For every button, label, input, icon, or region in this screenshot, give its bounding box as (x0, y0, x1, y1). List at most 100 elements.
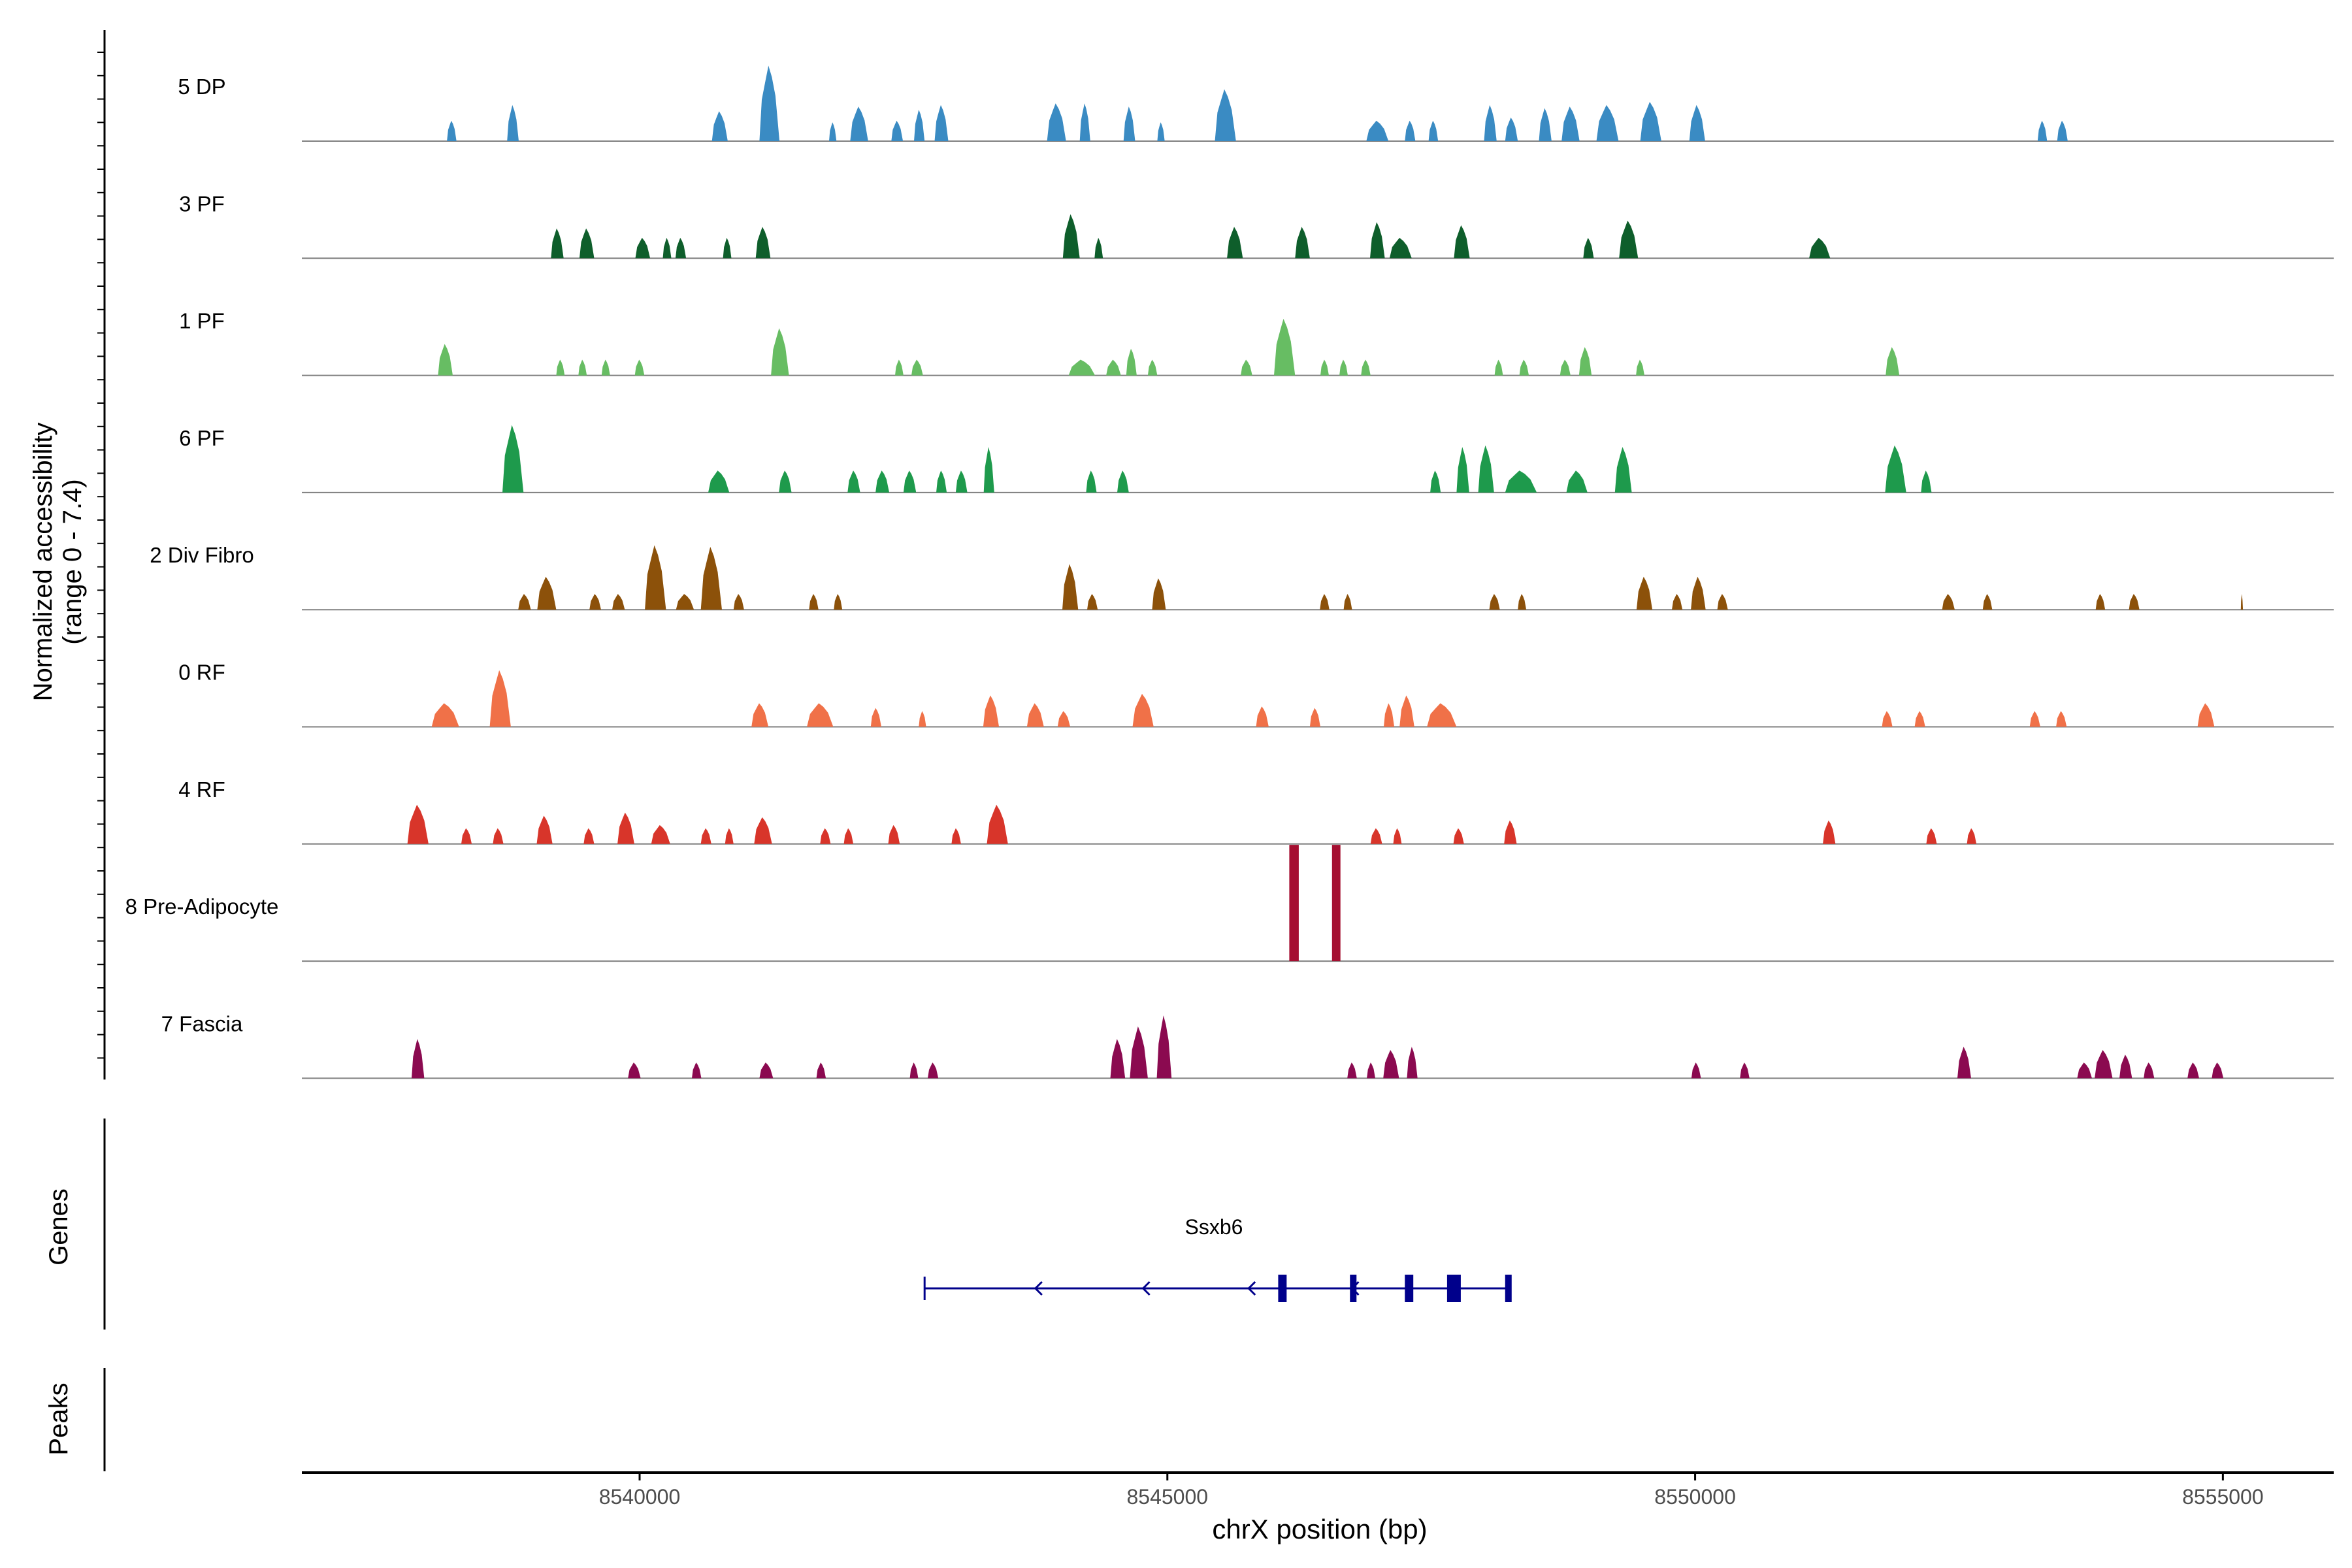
coverage-peak (1957, 1047, 1971, 1079)
coverage-peak (1583, 238, 1594, 259)
coverage-peak (1157, 122, 1165, 141)
coverage-peak (1117, 470, 1129, 493)
coverage-peak (461, 828, 472, 844)
coverage-peak (1504, 820, 1517, 844)
coverage-peak (407, 804, 429, 844)
coverage-peak (843, 828, 854, 844)
coverage-peak (870, 708, 881, 727)
coverage-peak (847, 470, 860, 493)
coverage-peak (1505, 470, 1537, 493)
genes-panel-title: Genes (44, 1188, 73, 1266)
coverage-peak (1079, 103, 1090, 141)
coverage-peak (431, 703, 459, 727)
coverage-peak (518, 594, 531, 610)
track-label: 2 Div Fibro (150, 543, 254, 567)
x-tick-label: 8540000 (599, 1485, 681, 1509)
coverage-peak (1295, 227, 1310, 259)
coverage-peak (1489, 594, 1500, 610)
coverage-peak (850, 106, 868, 141)
coverage-peak (589, 594, 601, 610)
y-axis-title-line2: (range 0 - 7.4) (58, 479, 87, 644)
coverage-peak (2197, 703, 2215, 727)
coverage-peak (578, 359, 587, 376)
track-label: 6 PF (179, 426, 225, 450)
coverage-peak (1062, 214, 1080, 259)
coverage-peak (816, 1062, 826, 1079)
coverage-peak (1407, 1047, 1418, 1079)
coverage-peak (1068, 359, 1096, 376)
coverage-peak (1366, 120, 1389, 141)
coverage-peak (834, 594, 843, 610)
coverage-peak (628, 1062, 641, 1079)
coverage-peak (2056, 711, 2067, 727)
coverage-peak (675, 238, 687, 259)
coverage-peak (2095, 594, 2106, 610)
coverage-peak (1215, 89, 1236, 141)
gene-exon (1405, 1275, 1414, 1302)
x-tick-label: 8545000 (1126, 1485, 1208, 1509)
coverage-peak (1691, 1062, 1701, 1079)
coverage-peak (1427, 703, 1457, 727)
coverage-peak (1126, 348, 1137, 376)
coverage-peak (1560, 359, 1571, 376)
coverage-peak (579, 228, 595, 259)
coverage-peak (1982, 594, 1993, 610)
coverage-peak (2240, 594, 2244, 610)
coverage-peak (2119, 1054, 2132, 1079)
track-label: 3 PF (179, 191, 225, 216)
coverage-peak (1339, 359, 1348, 376)
coverage-peak (875, 470, 890, 493)
coverage-peak (951, 828, 961, 844)
coverage-peak (955, 470, 968, 493)
coverage-peak (1717, 594, 1728, 610)
coverage-peak (1057, 711, 1071, 727)
coverage-peak (601, 359, 610, 376)
coverage-peak (903, 470, 917, 493)
coverage-peak (755, 227, 771, 259)
track-label: 7 Fascia (161, 1011, 243, 1036)
coverage-peak (1454, 225, 1470, 259)
coverage-peak (1123, 106, 1135, 141)
gene-strand-arrow (1141, 1281, 1151, 1296)
coverage-peak (1689, 105, 1705, 141)
gene-exon (1278, 1275, 1287, 1302)
coverage-peak (809, 594, 819, 610)
coverage-peak (1636, 359, 1644, 376)
coverage-peak (771, 328, 789, 376)
coverage-peak (1942, 594, 1955, 610)
coverage-peak (820, 828, 831, 844)
coverage-peak (1389, 238, 1412, 259)
coverage-peak (662, 238, 672, 259)
coverage-peak (936, 470, 947, 493)
coverage-peak (888, 825, 900, 844)
coverage-peak (2029, 711, 2040, 727)
coverage-peak (987, 804, 1008, 844)
gene-exon (1505, 1275, 1512, 1302)
coverage-peak (1289, 845, 1299, 962)
coverage-peak (1256, 706, 1269, 727)
coverage-peak (1478, 445, 1494, 493)
coverage-peak (1430, 470, 1441, 493)
coverage-peak (1405, 120, 1416, 141)
coverage-peak (759, 65, 780, 141)
coverage-peak (1227, 227, 1243, 259)
coverage-peak (645, 545, 666, 610)
coverage-peak (914, 109, 925, 141)
coverage-peak (1331, 845, 1341, 962)
coverage-peak (1309, 708, 1320, 727)
y-axis-title-line1: Normalized accessibility (29, 423, 57, 702)
coverage-peak (934, 105, 949, 141)
coverage-peak (634, 359, 645, 376)
track-label: 8 Pre-Adipocyte (125, 894, 279, 919)
coverage-peak (1106, 359, 1121, 376)
coverage-peak (1343, 594, 1352, 610)
coverage-peak (1672, 594, 1683, 610)
coverage-peak (1132, 694, 1154, 727)
coverage-peak (2129, 594, 2140, 610)
coverage-peak (1241, 359, 1252, 376)
coverage-peak (759, 1062, 774, 1079)
coverage-peak (1320, 594, 1330, 610)
coverage-peak (507, 105, 519, 141)
coverage-peak (1886, 347, 1900, 376)
coverage-peak (723, 238, 732, 259)
